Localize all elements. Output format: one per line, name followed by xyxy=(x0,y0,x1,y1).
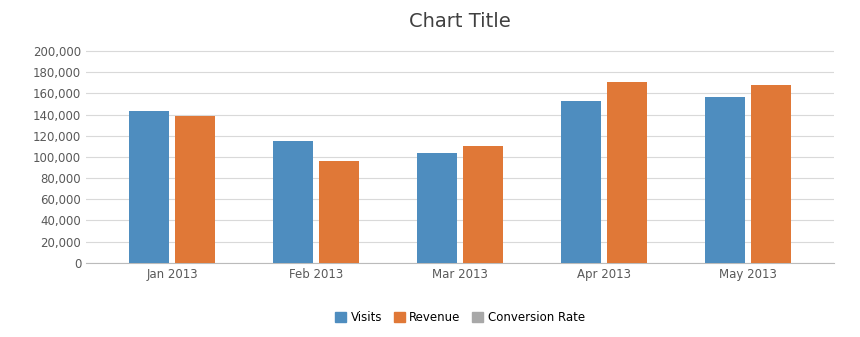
Bar xyxy=(129,112,169,263)
Bar xyxy=(319,161,359,263)
Bar xyxy=(463,146,503,263)
Title: Chart Title: Chart Title xyxy=(409,11,511,31)
Bar xyxy=(704,97,745,263)
Legend: Visits, Revenue, Conversion Rate: Visits, Revenue, Conversion Rate xyxy=(330,307,590,329)
Bar xyxy=(561,101,601,263)
Bar xyxy=(417,153,458,263)
Bar xyxy=(175,116,216,263)
Bar xyxy=(273,141,313,263)
Bar xyxy=(607,82,647,263)
Bar xyxy=(751,85,791,263)
